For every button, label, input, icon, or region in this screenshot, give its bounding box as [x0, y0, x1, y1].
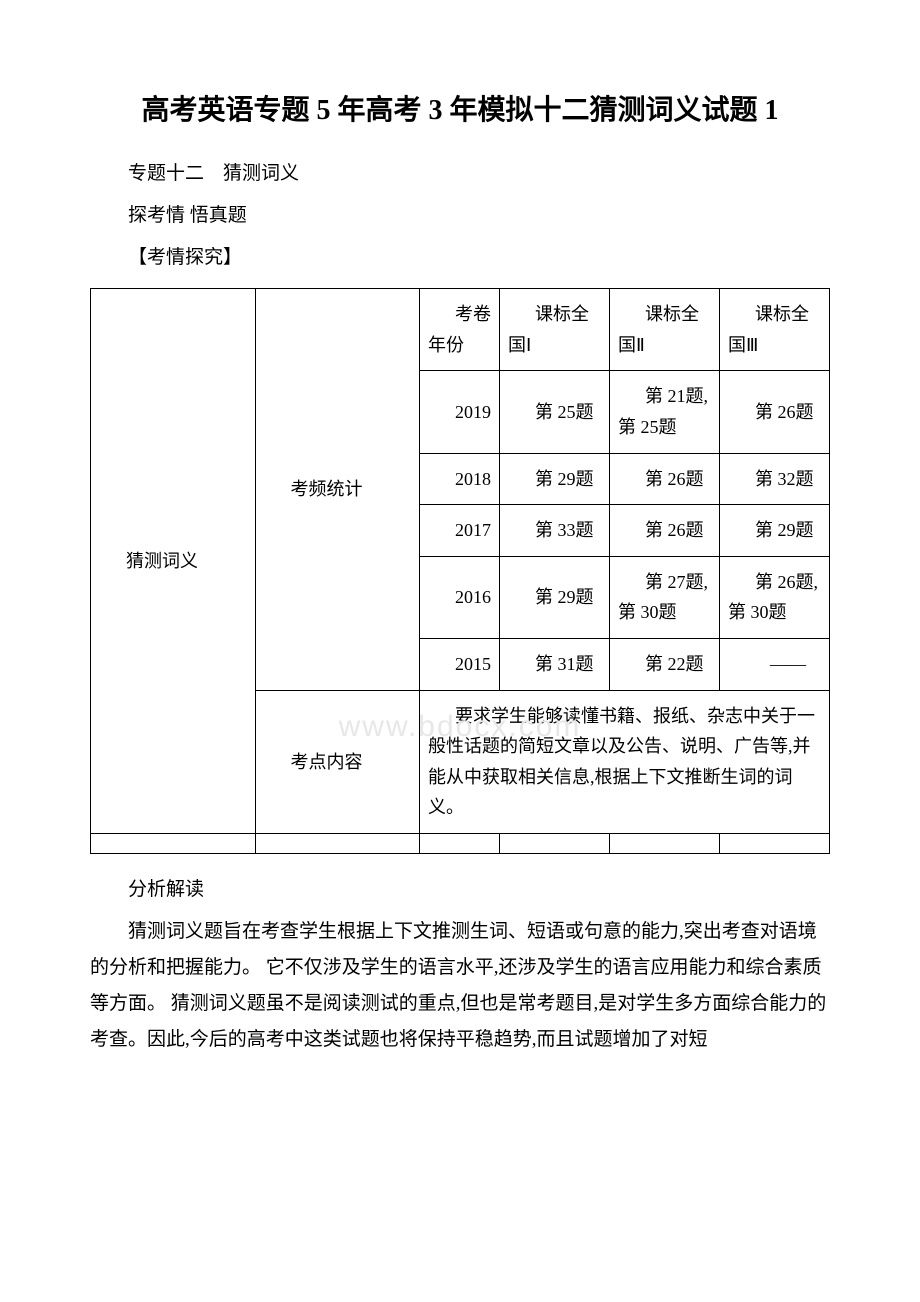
table-row-empty [91, 834, 830, 854]
cell-year: 2015 [420, 639, 500, 691]
cell-value: 第 29题 [500, 453, 610, 505]
cell-year: 2019 [420, 371, 500, 453]
header-paper-year: 考卷年份 [420, 289, 500, 371]
analysis-heading: 分析解读 [90, 872, 830, 908]
empty-cell [91, 834, 256, 854]
cell-value: 第 33题 [500, 505, 610, 557]
subtitle: 专题十二 猜测词义 [90, 156, 830, 192]
empty-cell [720, 834, 830, 854]
cell-year: 2017 [420, 505, 500, 557]
cell-year: 2018 [420, 453, 500, 505]
cell-year: 2016 [420, 556, 500, 638]
header-col2: 课标全国Ⅱ [610, 289, 720, 371]
cell-value: 第 32题 [720, 453, 830, 505]
header-paper-year-text: 考卷年份 [428, 304, 491, 355]
freq-label-cell: 考频统计 [255, 289, 420, 690]
cell-value: 第 21题,第 25题 [610, 371, 720, 453]
cell-value: 第 26题 [720, 371, 830, 453]
row-label-cell: 猜测词义 [91, 289, 256, 834]
empty-cell [610, 834, 720, 854]
exam-frequency-table: 猜测词义 考频统计 考卷年份 课标全国Ⅰ 课标全国Ⅱ 课标全国Ⅲ 2019 第 … [90, 288, 830, 854]
cell-value: 第 26题,第 30题 [720, 556, 830, 638]
header-col1: 课标全国Ⅰ [500, 289, 610, 371]
content-text-cell: 要求学生能够读懂书籍、报纸、杂志中关于一般性话题的简短文章以及公告、说明、广告等… [420, 690, 830, 833]
empty-cell [500, 834, 610, 854]
cell-value: 第 25题 [500, 371, 610, 453]
cell-value: —— [720, 639, 830, 691]
cell-value: 第 27题,第 30题 [610, 556, 720, 638]
analysis-body: 猜测词义题旨在考查学生根据上下文推测生词、短语或句意的能力,突出考查对语境的分析… [90, 914, 830, 1058]
cell-value: 第 29题 [500, 556, 610, 638]
subhead: 探考情 悟真题 [90, 198, 830, 234]
section-label: 【考情探究】 [90, 240, 830, 276]
cell-value: 第 31题 [500, 639, 610, 691]
cell-value: 第 22题 [610, 639, 720, 691]
empty-cell [255, 834, 420, 854]
table-row: 猜测词义 考频统计 考卷年份 课标全国Ⅰ 课标全国Ⅱ 课标全国Ⅲ [91, 289, 830, 371]
content-label-cell: 考点内容 [255, 690, 420, 833]
page-title: 高考英语专题 5 年高考 3 年模拟十二猜测词义试题 1 [90, 90, 830, 132]
header-col3: 课标全国Ⅲ [720, 289, 830, 371]
cell-value: 第 26题 [610, 505, 720, 557]
cell-value: 第 29题 [720, 505, 830, 557]
empty-cell [420, 834, 500, 854]
cell-value: 第 26题 [610, 453, 720, 505]
